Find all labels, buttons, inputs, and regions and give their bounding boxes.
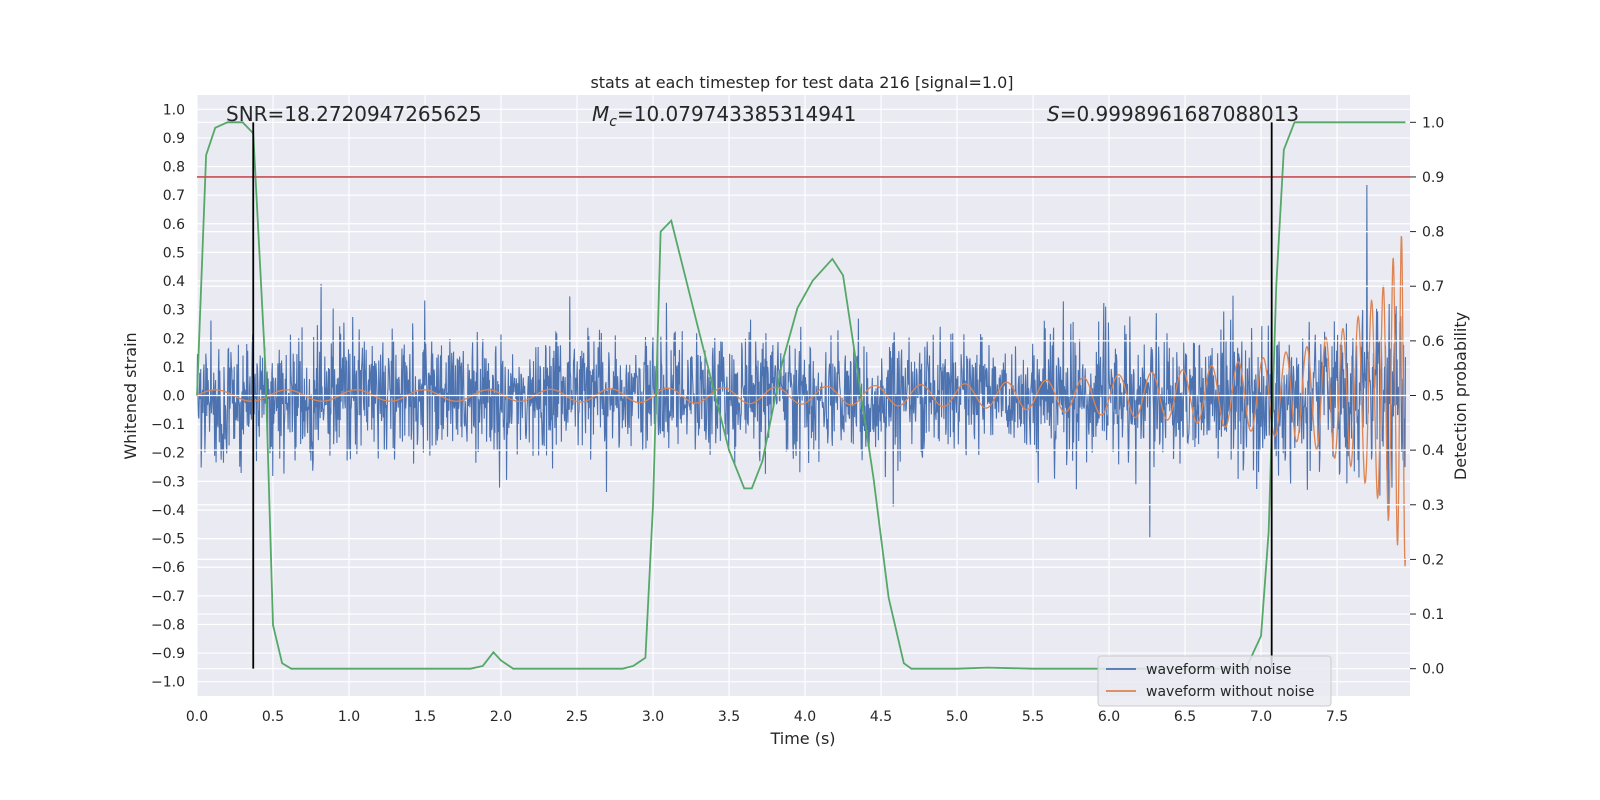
mc-annotation: Mc=10.079743385314941 (592, 102, 856, 130)
y2-ticks: 1.0 0.9 0.8 0.7 0.6 0.5 0.4 0.3 0.2 0.1 0.0 (1410, 115, 1444, 678)
y-tick-label: 0.0 (163, 389, 185, 405)
y2-tick-label: 0.4 (1422, 443, 1444, 459)
x-tick-label: 3.0 (642, 709, 664, 725)
y-tick-label: 0.1 (163, 360, 185, 376)
x-tick-label: 7.5 (1326, 709, 1348, 725)
y-tick-label: −0.9 (151, 646, 185, 662)
y2-tick-label: 0.7 (1422, 279, 1444, 295)
y-tick-label: −0.5 (151, 532, 185, 548)
mc-subscript: c (609, 114, 617, 130)
x-tick-label: 5.0 (946, 709, 968, 725)
y-tick-label: −0.8 (151, 617, 185, 633)
y-tick-label: −0.4 (151, 503, 185, 519)
x-tick-label: 1.0 (338, 709, 360, 725)
y-tick-label: −0.2 (151, 446, 185, 462)
y-tick-label: 0.3 (163, 303, 185, 319)
y-tick-label: −0.3 (151, 474, 185, 490)
chart-title: stats at each timestep for test data 216… (590, 73, 1013, 92)
mc-value: =10.079743385314941 (617, 102, 856, 126)
y-tick-label: 0.6 (163, 217, 185, 233)
x-tick-label: 0.5 (262, 709, 284, 725)
snr-annotation: SNR=18.2720947265625 (226, 102, 482, 126)
s-value: =0.9998961687088013 (1060, 102, 1299, 126)
y-tick-label: −0.6 (151, 560, 185, 576)
legend-label-noise: waveform with noise (1146, 662, 1291, 678)
x-tick-label: 0.0 (186, 709, 208, 725)
y-tick-label: 0.2 (163, 331, 185, 347)
y2-tick-label: 1.0 (1422, 115, 1444, 131)
y-tick-label: −0.1 (151, 417, 185, 433)
y2-tick-label: 0.5 (1422, 389, 1444, 405)
series-waveform-with-noise (196, 184, 1406, 538)
s-annotation: S=0.9998961687088013 (1047, 102, 1299, 126)
y-tick-label: 0.8 (163, 160, 185, 176)
y-tick-label: 0.4 (163, 274, 185, 290)
y2-tick-label: 0.1 (1422, 607, 1444, 623)
y2-axis-label: Detection probability (1451, 312, 1470, 480)
x-tick-label: 1.5 (414, 709, 436, 725)
x-tick-label: 7.0 (1250, 709, 1272, 725)
y2-tick-label: 0.8 (1422, 225, 1444, 241)
y-tick-label: 0.9 (163, 131, 185, 147)
x-tick-label: 3.5 (718, 709, 740, 725)
x-ticks: 0.0 0.5 1.0 1.5 2.0 2.5 3.0 3.5 4.0 4.5 5.0 5.5 6.0 6… (186, 709, 1348, 725)
x-tick-label: 2.5 (566, 709, 588, 725)
y-tick-label: 0.5 (163, 245, 185, 261)
x-tick-label: 4.0 (794, 709, 816, 725)
x-tick-label: 6.5 (1174, 709, 1196, 725)
x-tick-label: 4.5 (870, 709, 892, 725)
y2-tick-label: 0.0 (1422, 662, 1444, 678)
y-ticks: 1.0 0.9 0.8 0.7 0.6 0.5 0.4 0.3 0.2 0.1 0.0 −0.1 −0.… (151, 102, 185, 690)
x-axis-label: Time (s) (769, 729, 835, 748)
y2-tick-label: 0.2 (1422, 552, 1444, 568)
legend: waveform with noise waveform without noi… (1097, 655, 1332, 707)
y2-tick-label: 0.6 (1422, 334, 1444, 350)
y2-tick-label: 0.9 (1422, 170, 1444, 186)
y-tick-label: 1.0 (163, 102, 185, 118)
y-tick-label: −0.7 (151, 589, 185, 605)
y-tick-label: 0.7 (163, 188, 185, 204)
mc-symbol: M (592, 102, 609, 126)
legend-label-clean: waveform without noise (1146, 684, 1314, 700)
series-waveform-without-noise (196, 236, 1407, 567)
x-tick-label: 6.0 (1098, 709, 1120, 725)
legend-box (1097, 655, 1332, 707)
y2-tick-label: 0.3 (1422, 498, 1444, 514)
x-tick-label: 5.5 (1022, 709, 1044, 725)
y-tick-label: −1.0 (151, 675, 185, 691)
vertical-lines (252, 122, 1273, 669)
y-axis-label: Whitened strain (121, 332, 140, 459)
x-tick-label: 2.0 (490, 709, 512, 725)
s-symbol: S (1047, 102, 1060, 126)
series-detection-probability (196, 121, 1406, 670)
